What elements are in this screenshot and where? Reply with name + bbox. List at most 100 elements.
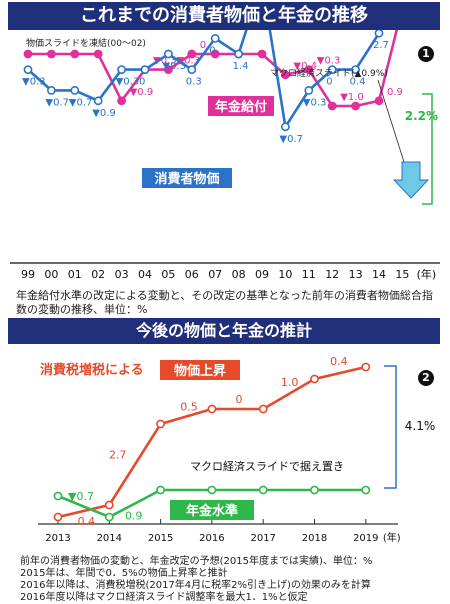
chart2-legend-prefix: 消費税増税による bbox=[40, 362, 144, 378]
chart2-series-line-0 bbox=[57, 365, 367, 519]
chart1-series-0-point bbox=[70, 49, 80, 59]
chart2-x-tick: 2015 bbox=[148, 533, 173, 544]
chart1-series-1-point bbox=[210, 33, 220, 43]
chart2-series-1-point bbox=[207, 485, 217, 495]
chart2-footnote-3: 2016年以降は、消費税増税(2017年4月に税率2%引き上げ)の効果のみを計算 bbox=[20, 580, 371, 591]
chart2-x-tick: 2017 bbox=[250, 533, 275, 544]
chart1-x-tick: 01 bbox=[68, 268, 82, 281]
chart1-series-0-data-label: ▼0.3 bbox=[153, 56, 177, 67]
chart2-badge: 2 bbox=[418, 370, 434, 386]
chart2-series-1-point bbox=[53, 491, 63, 501]
chart1-series-0-data-label: ▼0.9 bbox=[130, 87, 154, 98]
chart2-series-1-data-label: ▼0.7 bbox=[68, 490, 94, 503]
chart1-legend-label-0: 年金給付 bbox=[215, 99, 267, 115]
chart1-x-tick: 00 bbox=[44, 268, 58, 281]
chart1-x-tick: 09 bbox=[255, 268, 269, 281]
chart1-gap-label: 2.2% bbox=[405, 109, 438, 123]
chart1-series-1-point bbox=[280, 122, 290, 132]
chart1-svg: ▼0.9▼0.3 ▼0.30▼0.4 ▼0.3▼1.0 0.9▼0.3▼0.7 ▼0.7… bbox=[10, 30, 440, 281]
chart1-title: これまでの消費者物価と年金の推移 bbox=[8, 2, 440, 30]
chart1-x-tick: 10 bbox=[278, 268, 292, 281]
chart2-series-0-point bbox=[310, 374, 319, 384]
chart1-series-0-data-label: 0.9 bbox=[387, 87, 403, 98]
chart1-series-1-point bbox=[163, 49, 173, 59]
chart1-series-0-data-label: ▼0.3 bbox=[317, 56, 341, 67]
chart1-series-1-point bbox=[187, 65, 197, 74]
chart1-series-1-point bbox=[93, 96, 103, 106]
chart1-series-1-point bbox=[304, 86, 314, 95]
chart1-series-1-point bbox=[351, 65, 360, 74]
chart1-series-1-point bbox=[117, 65, 126, 74]
chart2-series-1-point bbox=[258, 485, 268, 495]
chart2-series-0-point bbox=[361, 362, 371, 372]
chart2-title: 今後の物価と年金の推計 bbox=[8, 318, 440, 344]
chart1-series-1-data-label: ▼0.3 bbox=[303, 97, 327, 108]
chart1-series-1-data-label: ▼0.3 bbox=[22, 77, 46, 88]
chart1-x-tick: 14 bbox=[372, 268, 386, 281]
chart1-series-0-point bbox=[47, 49, 56, 59]
chart1-series-1-point bbox=[374, 30, 384, 38]
chart1-series-0-point bbox=[351, 101, 360, 111]
chart2-series-1-point bbox=[156, 485, 165, 495]
chart1-series-0-point bbox=[187, 49, 197, 59]
chart1-series-1-data-label: ▼0.3 bbox=[116, 77, 140, 88]
chart1-series-1-data-label: 2.7 bbox=[373, 40, 389, 51]
chart1-series-1-point bbox=[327, 65, 337, 74]
chart1-series-1-data-label: ▼0.9 bbox=[92, 108, 116, 119]
chart1-series-1-point bbox=[23, 65, 33, 74]
chart1-x-unit: (年) bbox=[417, 267, 437, 281]
chart2-footnote-2: 2015年は、年間で0．5%の物価上昇率と推計 bbox=[20, 568, 228, 579]
chart1-annotation-macro: マクロ経済スライド(▲0.9%) bbox=[270, 67, 388, 79]
chart1-series-1-data-label: ▼0.7 bbox=[279, 134, 303, 145]
chart2-series-0-point bbox=[207, 404, 217, 414]
chart2-x-tick: 2016 bbox=[199, 533, 224, 544]
chart1-series-0-point bbox=[280, 70, 290, 80]
chart2-footnote-4: 2016年度以降はマクロ経済スライド調整率を最大1．1%と仮定 bbox=[20, 592, 308, 603]
chart1-series-0-data-label: ▼1.0 bbox=[340, 92, 364, 103]
chart1-series-0-point bbox=[117, 96, 126, 106]
chart1-x-tick: 11 bbox=[302, 268, 316, 281]
chart2-legend-box-0 bbox=[160, 360, 240, 380]
chart2-legend-label-1: 年金水準 bbox=[186, 503, 238, 519]
chart2-x-tick: 2018 bbox=[302, 533, 327, 544]
chart2-series-1-data-label: 0.9 bbox=[125, 510, 143, 523]
chart1-x-tick: 15 bbox=[395, 268, 409, 281]
chart2-x-unit: (年) bbox=[383, 531, 401, 544]
chart1-series-1-data-label: 0 bbox=[139, 77, 145, 88]
chart1-series-1-data-label: 0 bbox=[326, 77, 332, 88]
chart2-series-1-point bbox=[310, 485, 319, 495]
chart1-x-tick: 06 bbox=[185, 268, 199, 281]
chart2-series-0-data-label: 0.4 bbox=[78, 515, 96, 528]
chart2-gap-label: 4.1% bbox=[405, 419, 436, 433]
chart2-series-0-point bbox=[156, 419, 165, 429]
chart2-series-0-point bbox=[53, 512, 63, 522]
chart1-series-0-point bbox=[163, 65, 173, 74]
chart2-legend-box-1 bbox=[170, 500, 254, 520]
chart1-gap-bracket bbox=[422, 93, 433, 205]
chart2-series-0-data-label: 0.5 bbox=[180, 401, 198, 414]
chart2-series-0-data-label: 0 bbox=[236, 393, 243, 406]
chart1-x-tick: 99 bbox=[21, 268, 35, 281]
chart1-series-1-data-label: 0 bbox=[209, 45, 215, 56]
chart1-x-tick: 02 bbox=[91, 268, 105, 281]
chart2-series-0-data-label: 1.0 bbox=[281, 376, 299, 389]
chart2-svg: 2013 2014 2015 2016 2017 2018 2019 (年) 0.4 2.7 0.5… bbox=[38, 355, 436, 544]
chart1-series-1-data-label: ▼0.3 bbox=[162, 61, 186, 72]
chart2-series-0-data-label: 2.7 bbox=[109, 449, 127, 462]
chart2-series-0-data-label: 0.4 bbox=[330, 355, 348, 368]
chart2-series-1-point bbox=[104, 512, 114, 522]
chart1-x-tick: 12 bbox=[325, 268, 339, 281]
chart1-x-tick: 05 bbox=[161, 268, 175, 281]
chart1-footnote: 年金給付水準の改定による変動と、その改定の基準となった前年の消費者物価総合指数の… bbox=[16, 289, 433, 316]
chart2-footnote-1: 前年の消費者物価の変動と、年金改定の予想(2015年度までは実績)、単位：% bbox=[20, 556, 373, 567]
chart2-x-tick: 2014 bbox=[97, 533, 122, 544]
chart1-annotation-macro-pointer bbox=[377, 79, 405, 163]
chart1-x-tick: 07 bbox=[208, 268, 222, 281]
chart2-series-0-point bbox=[104, 500, 114, 510]
chart1-legend-box-0 bbox=[208, 96, 274, 116]
chart2-gap-bracket bbox=[384, 365, 397, 489]
chart1-series-0-data-label: 0 bbox=[200, 40, 206, 51]
chart1-legend-box-1 bbox=[142, 168, 232, 188]
chart1-series-0-point bbox=[257, 49, 267, 59]
chart1-series-0-point bbox=[210, 49, 220, 59]
